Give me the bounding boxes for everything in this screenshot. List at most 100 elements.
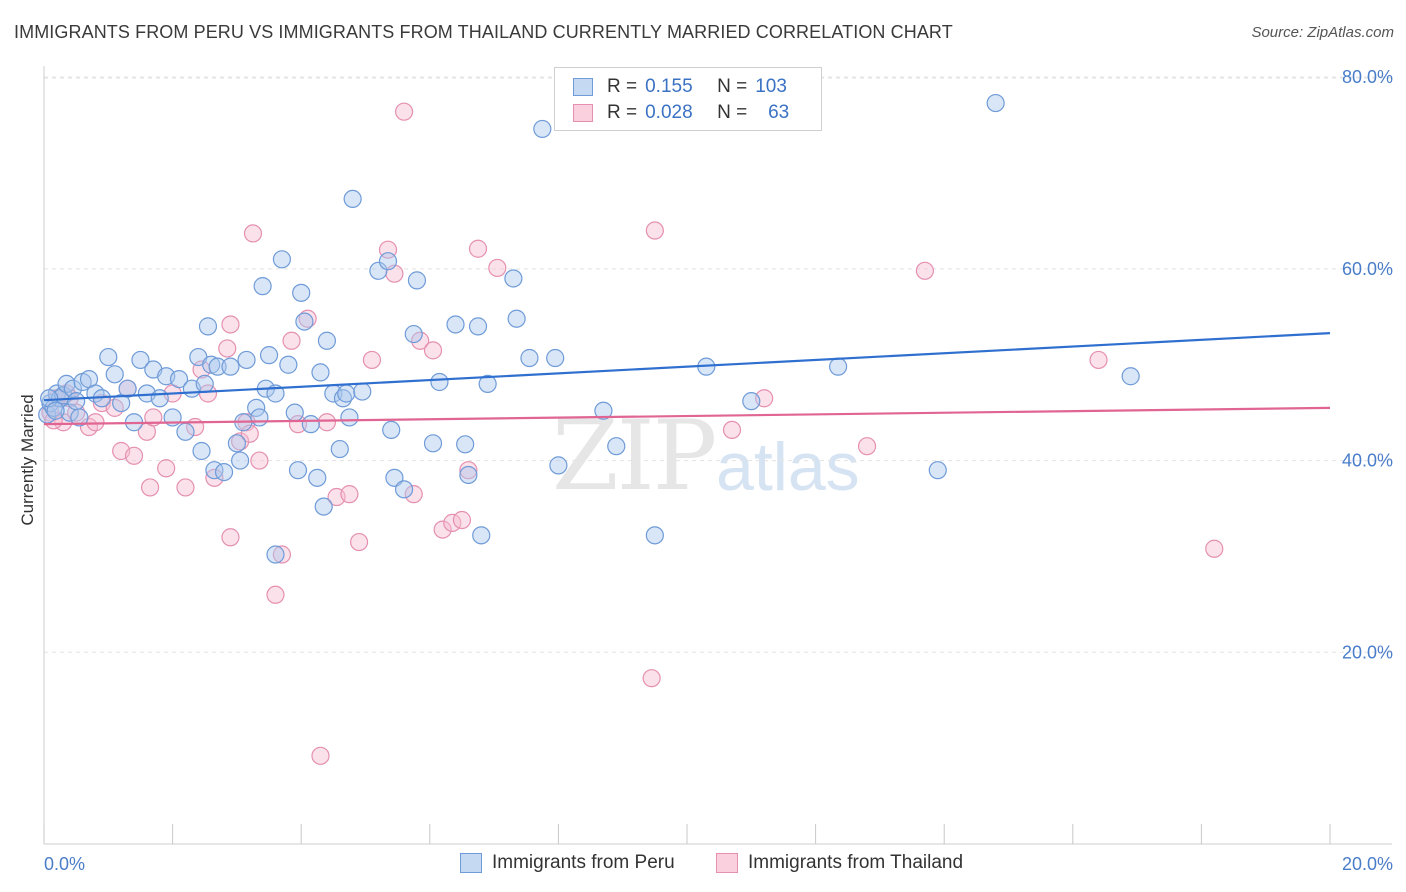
peru-point [214,462,234,482]
peru-point [645,526,664,545]
source-label: Source: ZipAtlas.com [1251,24,1394,41]
peru-point [333,389,353,408]
thailand-point [124,446,144,465]
thailand-points [41,102,1224,765]
peru-point [829,357,848,376]
thailand-point [250,451,269,470]
peru-point [250,408,269,427]
thailand-point [218,339,237,358]
peru-point [105,365,124,384]
thailand-point [205,468,224,487]
legend-n-label-thailand: N = [717,102,748,123]
thailand-point [433,520,452,539]
thailand-point [140,478,160,497]
thailand-point [240,424,259,443]
peru-point [928,461,947,480]
peru-point [369,261,388,280]
thailand-point [282,331,301,350]
peru-point [468,317,488,336]
peru-point [353,382,372,401]
legend-r-value-peru: 0.155 [645,76,693,97]
peru-point [308,468,327,487]
peru-point [340,408,359,427]
peru-point [169,370,189,389]
bottom-legend-swatch-peru [460,853,482,873]
peru-point [404,324,423,344]
thailand-point [1205,539,1224,558]
peru-point [533,119,552,139]
peru-point [195,374,214,394]
bottom-legend-swatch-thailand [716,853,738,873]
y-tick-label: 60.0% [1342,259,1393,279]
thailand-point [404,485,423,504]
thailand-point [221,528,240,547]
trend-lines [43,332,1331,426]
peru-point [1121,367,1140,386]
peru-point [343,189,362,209]
peru-point [237,350,256,370]
peru-point [198,317,218,336]
stats-legend: R = 0.155 N = 103 R = 0.028 N = 63 [554,67,822,131]
peru-point [478,374,497,394]
tick-labels: 20.0% 40.0% 60.0% 80.0% 0.0% 20.0% [44,67,1393,874]
peru-point [67,392,86,411]
thailand-point [272,545,292,564]
peru-trend-line [43,332,1331,402]
thailand-point [423,341,443,360]
peru-point [285,403,304,422]
legend-n-value-peru: 103 [755,76,787,97]
peru-point [546,348,565,368]
thailand-point [243,224,263,243]
thailand-point [411,331,430,350]
thailand-point [857,437,877,456]
legend-row-peru: R = 0.155 N = 103 [573,74,787,100]
axes [43,66,1392,845]
legend-row-thailand: R = 0.028 N = 63 [573,100,789,126]
peru-point [594,401,613,420]
peru-point [227,434,246,453]
legend-r-value-thailand: 0.028 [645,102,693,123]
peru-point [423,434,443,453]
legend-r-label-peru: R = [607,76,638,97]
peru-point [394,480,414,499]
peru-point [288,461,308,480]
thailand-point [394,102,414,121]
peru-point [330,439,349,459]
peru-point [99,347,118,367]
peru-point [46,401,65,420]
thailand-point [722,420,742,440]
peru-point [607,437,626,456]
thailand-point [266,585,285,604]
peru-point [192,441,211,461]
peru-point [259,346,279,365]
peru-point [272,250,292,269]
thailand-point [317,413,337,432]
thailand-point [915,261,935,280]
y-tick-label: 40.0% [1342,451,1393,471]
thailand-point [459,461,478,480]
chart-title: IMMIGRANTS FROM PERU VS IMMIGRANTS FROM … [14,22,953,42]
peru-point [311,363,330,382]
peru-point [337,384,356,403]
peru-point [253,277,272,296]
peru-point [292,283,311,302]
peru-point [279,355,298,374]
peru-point [176,422,195,441]
bottom-legend-thailand: Immigrants from Thailand [716,852,963,874]
x-tick-label-min: 0.0% [44,854,85,874]
legend-swatch-thailand [573,104,593,122]
legend-swatch-peru [573,78,593,96]
bottom-legend-label-thailand: Immigrants from Thailand [748,852,964,873]
thailand-point [231,432,250,451]
bottom-legend-peru: Immigrants from Peru [460,852,675,874]
peru-point [70,408,89,427]
peru-point [382,420,401,440]
peru-point [378,252,398,271]
peru-point [317,331,337,350]
peru-point [131,350,150,370]
peru-point [295,312,314,331]
thailand-point [642,669,661,688]
peru-point [456,435,475,454]
thailand-point [488,258,507,278]
